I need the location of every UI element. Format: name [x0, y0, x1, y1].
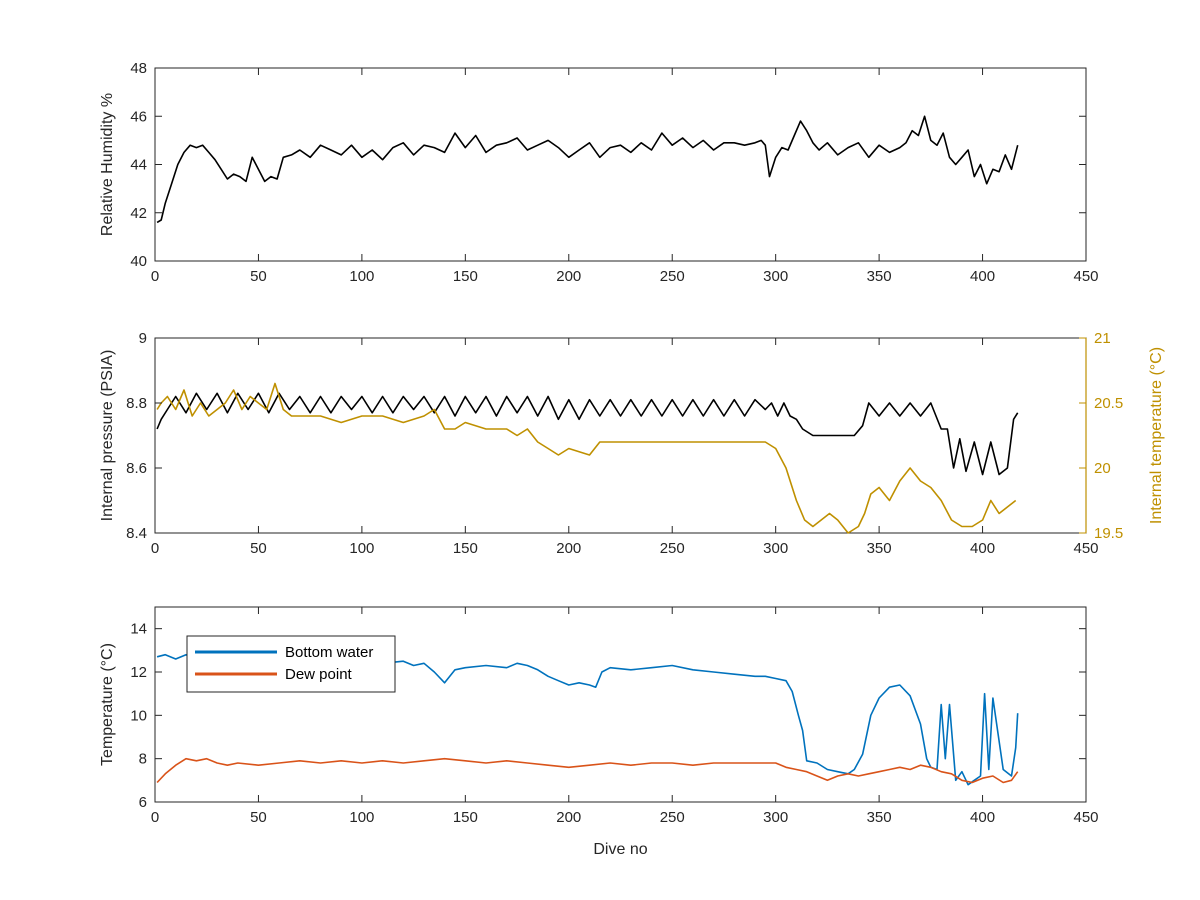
humidity-panel: 0 50 100 150 200 250 300 350 400 450 40 42 44 46 48 Rel… — [99, 60, 1099, 285]
x-tick-label: 100 — [349, 268, 374, 285]
y-tick-label: 12 — [130, 664, 147, 681]
plot-frame — [154, 337, 1087, 534]
x-tick-label: 400 — [970, 540, 995, 557]
legend-label: Bottom water — [285, 644, 373, 661]
x-tick-label: 300 — [763, 268, 788, 285]
legend-label: Dew point — [285, 666, 353, 683]
x-tick-label: 400 — [970, 809, 995, 826]
right-y-tick-label: 20.5 — [1094, 395, 1123, 412]
x-tick-label: 200 — [556, 540, 581, 557]
y-tick-label: 44 — [130, 157, 147, 174]
x-tick-label: 0 — [151, 540, 159, 557]
y-tick-label: 10 — [130, 707, 147, 724]
series-line-1-1 — [156, 382, 1017, 534]
y-tick-label: 8.6 — [126, 460, 147, 477]
x-tick-label: 450 — [1073, 540, 1098, 557]
x-tick-label: 350 — [867, 540, 892, 557]
x-tick-label: 250 — [660, 540, 685, 557]
right-y-tick-label: 19.5 — [1094, 525, 1123, 542]
x-tick-label: 450 — [1073, 809, 1098, 826]
right-y-axis-title: Internal temperature (°C) — [1148, 347, 1165, 524]
y-axis-title: Temperature (°C) — [99, 643, 116, 766]
x-tick-label: 0 — [151, 809, 159, 826]
y-tick-label: 14 — [130, 621, 147, 638]
x-axis-title: Dive no — [593, 841, 647, 858]
x-tick-label: 100 — [349, 809, 374, 826]
legend: Bottom water Dew point — [186, 635, 396, 693]
x-tick-label: 450 — [1073, 268, 1098, 285]
temperature-panel: 0 50 100 150 200 250 300 350 400 450 6 8 10 12 14 Tempe… — [99, 606, 1099, 858]
x-tick-label: 200 — [556, 809, 581, 826]
series-line-dew-point — [156, 757, 1019, 784]
y-axis-title: Relative Humidity % — [99, 93, 116, 236]
x-tick-label: 150 — [453, 268, 478, 285]
x-tick-label: 250 — [660, 809, 685, 826]
legend-box — [186, 635, 396, 693]
y-tick-label: 8 — [139, 751, 147, 768]
x-tick-label: 0 — [151, 268, 159, 285]
x-tick-label: 150 — [453, 540, 478, 557]
x-tick-label: 350 — [867, 268, 892, 285]
right-y-tick-label: 21 — [1094, 330, 1111, 347]
y-tick-label: 6 — [139, 794, 147, 811]
y-tick-label: 8.8 — [126, 395, 147, 412]
x-tick-label: 200 — [556, 268, 581, 285]
x-tick-label: 350 — [867, 809, 892, 826]
y-tick-label: 42 — [130, 205, 147, 222]
x-tick-label: 300 — [763, 809, 788, 826]
pressure-temperature-panel: 0 50 100 150 200 250 300 350 400 450 8.4 8.6 8.8 9 19.… — [99, 330, 1165, 557]
x-tick-label: 50 — [250, 540, 267, 557]
x-tick-label: 50 — [250, 809, 267, 826]
y-tick-label: 40 — [130, 253, 147, 270]
y-tick-label: 46 — [130, 108, 147, 125]
series-line-0-0 — [156, 115, 1019, 224]
x-tick-label: 50 — [250, 268, 267, 285]
x-tick-label: 100 — [349, 540, 374, 557]
x-tick-label: 250 — [660, 268, 685, 285]
series-line-1-0 — [156, 392, 1019, 476]
y-tick-label: 9 — [139, 330, 147, 347]
x-tick-label: 400 — [970, 268, 995, 285]
right-y-tick-label: 20 — [1094, 460, 1111, 477]
x-tick-label: 300 — [763, 540, 788, 557]
x-tick-label: 150 — [453, 809, 478, 826]
plot-frame — [154, 67, 1087, 262]
y-tick-label: 8.4 — [126, 525, 147, 542]
y-tick-label: 48 — [130, 60, 147, 77]
y-axis-title: Internal pressure (PSIA) — [99, 350, 116, 522]
